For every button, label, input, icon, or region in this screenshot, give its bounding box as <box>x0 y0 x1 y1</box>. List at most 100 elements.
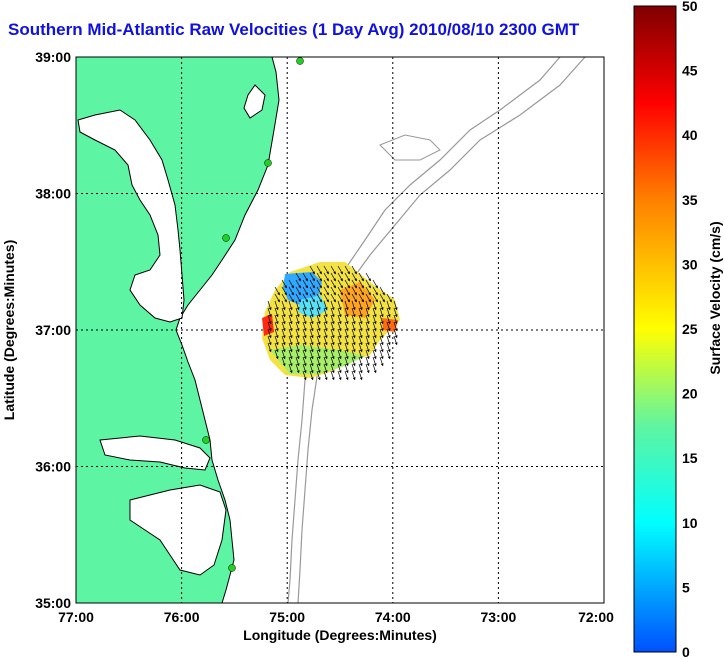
velocity-arrow <box>267 342 272 353</box>
velocity-arrow <box>288 293 294 303</box>
velocity-arrow <box>302 314 307 325</box>
colorbar-tick-label: 30 <box>682 256 698 272</box>
velocity-arrow <box>365 342 370 353</box>
velocity-arrow <box>302 363 307 374</box>
velocity-arrow <box>393 300 398 311</box>
chesapeake-bay <box>77 109 185 323</box>
velocity-arrow <box>351 321 356 332</box>
velocity-arrow <box>316 286 322 296</box>
velocity-arrow <box>309 307 314 318</box>
velocity-arrow <box>330 279 336 289</box>
velocity-arrow <box>302 272 308 282</box>
velocity-arrow <box>379 349 384 360</box>
station-marker <box>228 564 236 572</box>
velocity-arrow <box>344 370 349 381</box>
station-marker <box>222 234 230 242</box>
velocity-arrow <box>330 307 335 318</box>
velocity-arrow <box>365 349 370 360</box>
velocity-arrow <box>379 342 384 353</box>
colorbar-label: Surface Velocity (cm/s) <box>707 221 723 374</box>
velocity-arrow <box>274 321 279 332</box>
velocity-arrow <box>302 349 307 360</box>
velocity-arrow <box>344 335 349 346</box>
velocity-arrow <box>323 279 329 289</box>
velocity-arrow <box>358 335 363 346</box>
velocity-arrow <box>365 356 370 367</box>
velocity-arrow <box>281 286 287 296</box>
y-axis-label: Latitude (Degrees:Minutes) <box>1 240 17 420</box>
map-title: Southern Mid-Atlantic Raw Velocities (1 … <box>8 20 580 39</box>
colorbar-tick-label: 40 <box>682 127 698 143</box>
velocity-arrow <box>344 314 349 325</box>
velocity-arrow <box>274 335 279 346</box>
velocity-arrow <box>358 342 363 353</box>
velocity-arrow <box>351 286 357 296</box>
velocity-arrow <box>316 300 321 311</box>
velocity-arrow <box>358 349 363 360</box>
velocity-arrow <box>330 342 335 353</box>
velocity-arrow <box>323 335 328 346</box>
velocity-arrow <box>274 314 279 325</box>
velocity-arrow <box>302 328 307 339</box>
velocity-arrow <box>288 307 293 318</box>
velocity-arrow <box>337 356 342 367</box>
velocity-arrow <box>337 279 343 289</box>
velocity-arrow <box>379 307 384 318</box>
x-tick-label: 76:00 <box>164 609 200 625</box>
velocity-arrow <box>316 363 321 374</box>
velocity-arrow <box>365 328 370 339</box>
velocity-arrow <box>358 363 363 374</box>
velocity-arrow <box>344 321 349 332</box>
velocity-arrow <box>316 307 321 318</box>
velocity-arrow <box>337 272 343 282</box>
velocity-arrow <box>365 314 370 325</box>
velocity-arrow <box>337 342 342 353</box>
velocity-arrow <box>365 363 370 374</box>
x-tick-label: 74:00 <box>375 609 411 625</box>
velocity-arrow <box>386 349 391 360</box>
colorbar-tick-label: 45 <box>682 63 698 79</box>
velocity-arrow <box>351 265 357 275</box>
velocity-arrow <box>337 370 342 381</box>
velocity-arrow <box>344 363 349 374</box>
velocity-arrow <box>379 300 384 311</box>
velocity-arrow <box>267 307 272 318</box>
velocity-arrow <box>274 293 280 303</box>
velocity-arrow <box>337 293 343 303</box>
velocity-arrow <box>288 286 294 296</box>
velocity-arrow <box>351 342 356 353</box>
velocity-arrow <box>309 314 314 325</box>
velocity-arrow <box>393 335 398 346</box>
velocity-arrow <box>344 307 349 318</box>
station-marker <box>296 57 304 65</box>
velocity-arrow <box>358 314 363 325</box>
velocity-arrow <box>365 307 370 318</box>
velocity-arrow <box>386 335 391 346</box>
velocity-arrow <box>337 265 343 275</box>
x-tick-label: 77:00 <box>58 609 94 625</box>
velocity-arrow <box>393 307 398 318</box>
velocity-arrow <box>358 356 363 367</box>
velocity-arrow <box>344 328 349 339</box>
velocity-arrow <box>323 307 328 318</box>
velocity-arrow <box>309 293 315 303</box>
velocity-arrow <box>358 307 363 318</box>
velocity-arrow <box>281 342 286 353</box>
velocity-arrow <box>351 349 356 360</box>
velocity-arrow <box>323 265 329 275</box>
velocity-arrow <box>323 300 328 311</box>
velocity-arrow <box>302 300 307 311</box>
velocity-arrow <box>302 342 307 353</box>
velocity-arrow <box>337 335 342 346</box>
velocity-arrow <box>267 321 272 332</box>
velocity-arrow <box>344 349 349 360</box>
velocity-arrow <box>302 279 308 289</box>
bathymetry-contour <box>379 134 441 161</box>
velocity-arrow <box>379 286 385 296</box>
velocity-arrow <box>267 314 272 325</box>
velocity-arrow <box>365 293 371 303</box>
velocity-arrow <box>309 342 314 353</box>
velocity-arrow <box>295 335 300 346</box>
velocity-arrow <box>358 300 363 311</box>
velocity-arrow <box>309 272 315 282</box>
